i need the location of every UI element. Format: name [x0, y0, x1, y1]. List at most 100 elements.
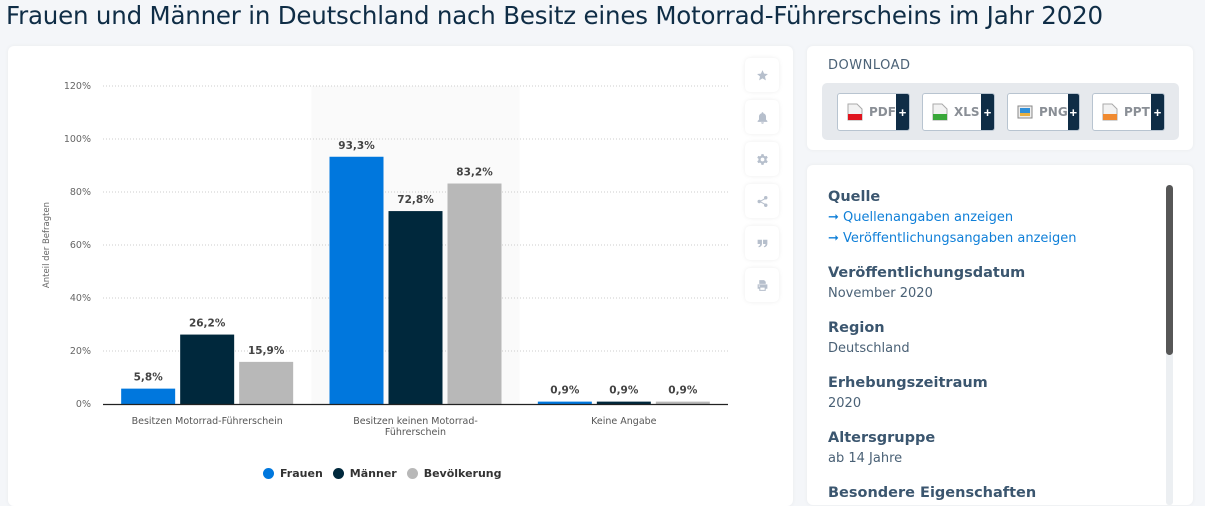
survey-period-heading: Erhebungszeitraum: [828, 375, 988, 391]
page-title: Frauen und Männer in Deutschland nach Be…: [6, 1, 1103, 30]
info-scrollbar[interactable]: [1166, 185, 1173, 505]
bar-bevölkerung[interactable]: [239, 361, 294, 404]
info-source: Quelle ➞ Quellenangaben anzeigen ➞ Veröf…: [828, 187, 1077, 249]
settings-button[interactable]: [745, 142, 779, 176]
info-special-properties: Besondere Eigenschaften: [828, 483, 1036, 503]
legend-dot-frauen: [263, 468, 274, 479]
bar-männer[interactable]: [180, 334, 235, 404]
legend-dot-bevoelkerung: [406, 468, 418, 479]
legend-label-bevoelkerung: Bevölkerung: [423, 467, 502, 480]
arrow-right-icon: ➞: [828, 210, 839, 225]
x-category-label: Besitzen keinen Motorrad-: [353, 416, 478, 427]
legend-item-bevoelkerung[interactable]: Bevölkerung: [406, 467, 502, 480]
download-pdf-button[interactable]: PDF +: [837, 93, 910, 131]
chart-card: 0% 20% 40% 60% 80% 100% 120% Anteil der Befragt…: [8, 46, 793, 506]
download-pdf-plus[interactable]: +: [896, 94, 909, 130]
age-group-value: ab 14 Jahre: [828, 451, 903, 466]
download-title: DOWNLOAD: [828, 58, 911, 73]
data-label: 83,2%: [456, 167, 493, 179]
share-icon: [757, 195, 767, 207]
download-pdf-label: PDF: [869, 105, 896, 119]
y-tick-label: 100%: [64, 134, 91, 145]
show-publication-label: Veröffentlichungsangaben anzeigen: [843, 231, 1077, 246]
legend-dot-maenner: [332, 468, 344, 479]
gear-icon: [756, 153, 768, 165]
x-category-label: Keine Angabe: [591, 416, 657, 427]
download-xls-button[interactable]: XLS +: [922, 93, 995, 131]
y-tick-label: 20%: [70, 346, 91, 357]
download-png-plus[interactable]: +: [1067, 94, 1079, 130]
special-properties-heading: Besondere Eigenschaften: [828, 485, 1037, 501]
info-survey-period: Erhebungszeitraum 2020: [828, 373, 988, 414]
x-category-label: Führerschein: [385, 427, 446, 438]
y-tick-label: 120%: [64, 81, 91, 92]
download-png-button[interactable]: PNG +: [1007, 93, 1080, 131]
print-button[interactable]: [745, 268, 779, 302]
data-label: 93,3%: [338, 140, 375, 152]
favorite-button[interactable]: [745, 58, 779, 92]
bar-bevölkerung[interactable]: [447, 183, 502, 404]
bar-frauen[interactable]: [537, 401, 592, 404]
y-tick-label: 40%: [70, 293, 91, 304]
legend-label-frauen: Frauen: [280, 467, 323, 480]
quote-icon: [757, 239, 767, 247]
bar-chart: 0% 20% 40% 60% 80% 100% 120% Anteil der Befragt…: [42, 81, 728, 438]
show-publication-link[interactable]: ➞ Veröffentlichungsangaben anzeigen: [828, 228, 1077, 249]
info-scrollbar-thumb[interactable]: [1166, 185, 1173, 355]
ppt-file-icon: [1102, 103, 1118, 121]
download-xls-plus[interactable]: +: [981, 94, 994, 130]
download-panel: DOWNLOAD PDF + XLS + PNG + P: [807, 46, 1193, 150]
data-label: 5,8%: [134, 372, 164, 384]
share-button[interactable]: [745, 184, 779, 218]
download-ppt-label: PPT: [1124, 105, 1150, 119]
bar-frauen[interactable]: [329, 156, 384, 404]
download-ppt-plus[interactable]: +: [1151, 94, 1164, 130]
pdf-file-icon: [847, 103, 863, 121]
data-label: 26,2%: [189, 318, 226, 330]
legend-item-frauen[interactable]: Frauen: [263, 467, 323, 480]
region-heading: Region: [828, 320, 885, 336]
x-category-label: Besitzen Motorrad-Führerschein: [132, 416, 283, 427]
show-source-link[interactable]: ➞ Quellenangaben anzeigen: [828, 207, 1077, 228]
chart-toolbar: [745, 58, 781, 310]
publication-date-heading: Veröffentlichungsdatum: [828, 265, 1026, 281]
show-source-label: Quellenangaben anzeigen: [843, 210, 1014, 225]
cite-button[interactable]: [745, 226, 779, 260]
region-value: Deutschland: [828, 341, 910, 356]
age-group-heading: Altersgruppe: [828, 430, 936, 446]
info-region: Region Deutschland: [828, 318, 910, 359]
download-button-bar: PDF + XLS + PNG + PPT +: [822, 83, 1179, 140]
arrow-right-icon: ➞: [828, 231, 839, 246]
y-tick-label: 0%: [76, 399, 91, 410]
bar-männer[interactable]: [388, 211, 443, 404]
png-image-icon: [1017, 103, 1033, 121]
legend-item-maenner[interactable]: Männer: [332, 467, 397, 480]
bar-männer[interactable]: [596, 401, 651, 404]
chart-legend: Frauen Männer Bevölkerung: [263, 467, 512, 480]
legend-label-maenner: Männer: [349, 467, 397, 480]
download-xls-label: XLS: [954, 105, 980, 119]
notification-button[interactable]: [745, 100, 779, 134]
data-label: 0,9%: [609, 385, 639, 397]
source-heading: Quelle: [828, 189, 881, 205]
data-label: 0,9%: [550, 385, 580, 397]
print-icon: [757, 279, 767, 291]
data-label: 0,9%: [668, 385, 698, 397]
data-label: 15,9%: [248, 345, 285, 357]
download-ppt-button[interactable]: PPT +: [1092, 93, 1165, 131]
bar-bevölkerung[interactable]: [655, 401, 710, 404]
publication-date-value: November 2020: [828, 286, 933, 301]
y-tick-label: 80%: [70, 187, 91, 198]
data-label: 72,8%: [397, 194, 434, 206]
download-png-label: PNG: [1039, 105, 1068, 119]
y-axis-title: Anteil der Befragten: [42, 202, 52, 288]
survey-period-value: 2020: [828, 396, 862, 411]
bar-frauen[interactable]: [121, 388, 176, 404]
info-age-group: Altersgruppe ab 14 Jahre: [828, 428, 935, 469]
star-icon: [756, 69, 768, 80]
bell-icon: [757, 111, 767, 124]
info-publication-date: Veröffentlichungsdatum November 2020: [828, 263, 1025, 304]
y-tick-label: 60%: [70, 240, 91, 251]
statistic-info-panel: Quelle ➞ Quellenangaben anzeigen ➞ Veröf…: [807, 165, 1193, 505]
xls-file-icon: [932, 103, 948, 121]
